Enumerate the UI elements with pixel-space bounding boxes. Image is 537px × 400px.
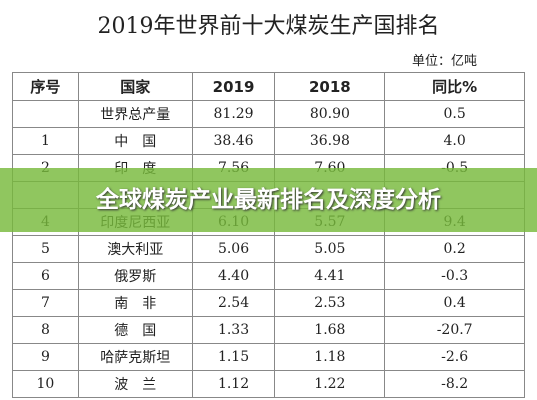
cell: [12, 100, 79, 128]
cell: 80.90: [274, 100, 386, 128]
cell: 1.18: [274, 343, 386, 371]
cell: 俄罗斯: [77, 262, 193, 290]
cell: 5: [12, 235, 79, 263]
column-header: 序号: [12, 72, 79, 101]
unit: 单位：亿吨: [411, 54, 477, 69]
cell: 1.33: [191, 316, 276, 344]
cell: 4.40: [191, 262, 276, 290]
cell: 南 非: [77, 289, 193, 317]
table-row: 10 波 兰 1.12 1.22 -8.2: [12, 370, 525, 398]
cell: 1.15: [191, 343, 276, 371]
cell: 德 国: [77, 316, 193, 344]
cell: 10: [12, 370, 79, 398]
cell: 8: [12, 316, 79, 344]
column-header: 2018: [274, 72, 386, 101]
cell: 1: [12, 127, 79, 155]
cell: 5.05: [274, 235, 386, 263]
title: 2019年世界前十大煤炭生产国排名: [97, 14, 440, 39]
cell: 2.54: [191, 289, 276, 317]
column-header: 2019: [191, 72, 276, 101]
cell: 4.0: [384, 127, 525, 155]
cell: 中 国: [77, 127, 193, 155]
cell: 波 兰: [77, 370, 193, 398]
cell: 澳大利亚: [77, 235, 193, 263]
cell: 世界总产量: [77, 100, 193, 128]
cell: -2.6: [384, 343, 525, 371]
cell: 1.68: [274, 316, 386, 344]
cell: 36.98: [274, 127, 386, 155]
table: 序号 国家 2019 2018 同比% 世界总产量 81.29 80.90 0.5 1 中 国 38…: [12, 72, 525, 398]
table-row: 5 澳大利亚 5.06 5.05 0.2: [12, 235, 525, 263]
cell: 6: [12, 262, 79, 290]
cell: -8.2: [384, 370, 525, 398]
cell: 哈萨克斯坦: [77, 343, 193, 371]
cell: 1.22: [274, 370, 386, 398]
table-row: 6 俄罗斯 4.40 4.41 -0.3: [12, 262, 525, 290]
table-row: 9 哈萨克斯坦 1.15 1.18 -2.6: [12, 343, 525, 371]
cell: 38.46: [191, 127, 276, 155]
cell: 0.4: [384, 289, 525, 317]
banner: 全球煤炭产业最新排名及深度分析: [0, 168, 537, 232]
cell: -0.3: [384, 262, 525, 290]
cell: 4.41: [274, 262, 386, 290]
column-header: 同比%: [384, 72, 525, 101]
cell: 7: [12, 289, 79, 317]
cell: -20.7: [384, 316, 525, 344]
header-row: 序号 国家 2019 2018 同比%: [12, 72, 525, 101]
column-header: 国家: [77, 72, 193, 101]
cell: 0.5: [384, 100, 525, 128]
cell: 81.29: [191, 100, 276, 128]
cell: 5.06: [191, 235, 276, 263]
table-row: 世界总产量 81.29 80.90 0.5: [12, 100, 525, 128]
cell: 0.2: [384, 235, 525, 263]
cell: 1.12: [191, 370, 276, 398]
cell: 9: [12, 343, 79, 371]
cell: 2.53: [274, 289, 386, 317]
